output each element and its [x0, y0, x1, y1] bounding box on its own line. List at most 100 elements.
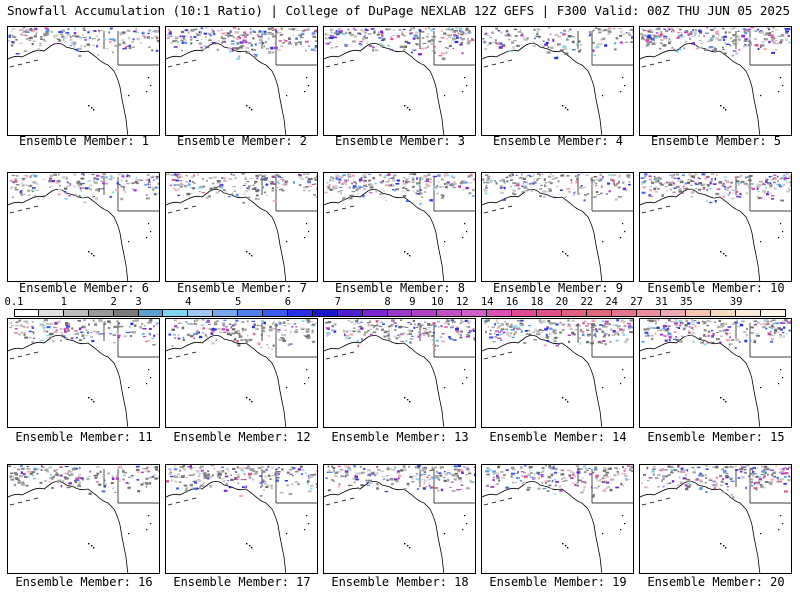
snowfall-cell — [512, 192, 514, 195]
snowfall-cell — [72, 43, 77, 45]
snowfall-cell — [266, 344, 269, 346]
snowfall-cell — [570, 181, 573, 184]
snowfall-cell — [327, 489, 331, 492]
snowfall-cell — [646, 38, 650, 40]
snowfall-cell — [572, 472, 575, 474]
snowfall-cell — [770, 198, 775, 200]
snowfall-cell — [313, 177, 317, 179]
snowfall-cell — [379, 181, 382, 183]
snowfall-cell — [261, 470, 266, 473]
snowfall-cell — [756, 186, 761, 188]
snowfall-cell — [342, 182, 346, 185]
snowfall-cell — [390, 177, 394, 179]
snowfall-cell — [771, 334, 776, 336]
snowfall-cell — [384, 330, 387, 333]
snowfall-cell — [355, 189, 359, 192]
snowfall-cell — [354, 320, 359, 322]
snowfall-cell — [694, 29, 697, 32]
snowfall-cell — [288, 43, 292, 45]
snowfall-cell — [536, 28, 540, 30]
snowfall-cell — [684, 30, 689, 33]
snowfall-cell — [500, 191, 505, 194]
snowfall-cell — [737, 183, 740, 186]
snowfall-cell — [649, 186, 652, 188]
snowfall-cell — [440, 466, 444, 469]
snowfall-cell — [143, 468, 147, 470]
snowfall-cell — [198, 473, 201, 475]
snowfall-cell — [60, 485, 63, 488]
island — [306, 515, 308, 517]
snowfall-cell — [22, 473, 26, 476]
legend-tick-label: 16 — [505, 296, 519, 308]
snowfall-cell — [260, 486, 262, 488]
snowfall-cell — [187, 31, 190, 34]
snowfall-cell — [619, 328, 623, 331]
snowfall-cell — [791, 174, 792, 176]
snowfall-cell — [690, 179, 693, 183]
island — [624, 523, 626, 525]
snowfall-cell — [646, 42, 650, 46]
snowfall-cell — [606, 485, 610, 489]
snowfall-cell — [436, 185, 439, 188]
snowfall-cell — [595, 330, 598, 333]
snowfall-cell — [50, 473, 52, 476]
snowfall-cell — [744, 32, 748, 35]
snowfall-cell — [562, 33, 566, 36]
snowfall-cell — [182, 336, 185, 339]
snowfall-cell — [675, 327, 679, 329]
snowfall-cell — [392, 188, 395, 191]
snowfall-cell — [221, 328, 225, 331]
snowfall-cell — [748, 179, 752, 182]
snowfall-cell — [677, 177, 680, 180]
snowfall-cell — [548, 484, 552, 487]
snowfall-cell — [81, 173, 84, 175]
snowfall-cell — [778, 41, 782, 44]
island — [760, 387, 762, 389]
snowfall-cell — [248, 188, 250, 191]
snowfall-cell — [722, 46, 724, 49]
snowfall-cell — [139, 327, 143, 330]
snowfall-cell — [713, 50, 717, 53]
snowfall-cell — [657, 319, 660, 321]
snowfall-cell — [299, 36, 304, 39]
snowfall-cell — [410, 338, 414, 340]
snowfall-cell — [567, 319, 570, 322]
snowfall-cell — [485, 187, 488, 189]
snowfall-cell — [271, 328, 273, 330]
snowfall-cell — [499, 187, 502, 189]
snowfall-cell — [28, 331, 32, 333]
snowfall-cell — [178, 469, 181, 472]
snowfall-cell — [440, 488, 444, 492]
snowfall-cell — [205, 45, 207, 49]
snowfall-cell — [676, 27, 679, 29]
snowfall-cell — [486, 45, 489, 47]
snowfall-cell — [184, 29, 189, 31]
legend-tick-label: 31 — [655, 296, 668, 308]
snowfall-cell — [775, 331, 779, 333]
snowfall-cell — [459, 337, 463, 339]
snowfall-cell — [202, 327, 205, 330]
snowfall-cell — [568, 191, 571, 193]
snowfall-cell — [116, 331, 120, 334]
snowfall-cell — [80, 189, 83, 192]
snowfall-cell — [454, 40, 459, 44]
snowfall-cell — [599, 28, 603, 30]
snowfall-cell — [348, 31, 352, 35]
snowfall-cell — [542, 470, 545, 472]
snowfall-cell — [632, 173, 633, 175]
snowfall-cell — [312, 324, 315, 327]
snowfall-cell — [328, 36, 331, 39]
snowfall-cell — [424, 187, 427, 189]
snowfall-cell — [683, 47, 686, 50]
snowfall-cell — [645, 335, 647, 337]
snowfall-cell — [737, 30, 740, 32]
snowfall-cell — [229, 35, 233, 37]
snowfall-cell — [363, 179, 367, 182]
snowfall-cell — [543, 178, 546, 181]
hawaii-island — [251, 547, 253, 549]
snowfall-cell — [465, 474, 468, 476]
snowfall-cell — [652, 473, 655, 476]
snowfall-cell — [415, 478, 420, 481]
snowfall-cell — [541, 475, 544, 478]
snowfall-cell — [388, 28, 392, 30]
